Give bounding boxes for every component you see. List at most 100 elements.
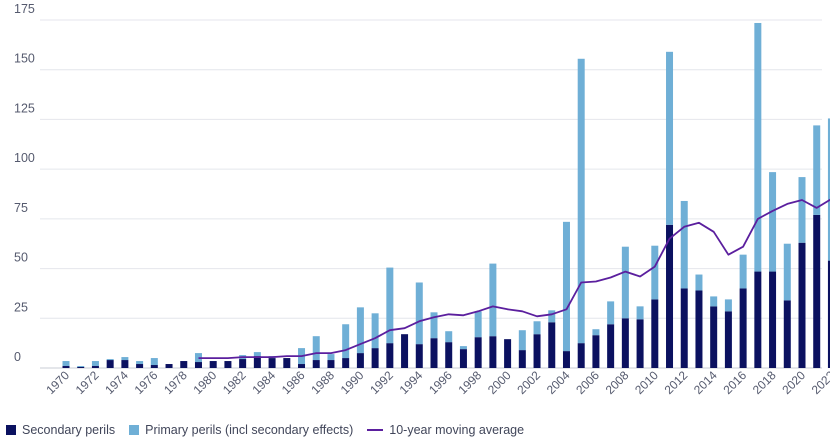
bar-secondary-2006: [592, 335, 600, 368]
x-tick-label: 1974: [102, 368, 131, 397]
bar-secondary-2002: [533, 334, 541, 368]
bar-secondary-2012: [680, 288, 688, 368]
x-tick-label: 1988: [308, 368, 337, 397]
bar-secondary-2007: [607, 324, 615, 368]
bar-secondary-1982: [239, 359, 247, 368]
bar-secondary-2005: [577, 343, 585, 368]
bar-secondary-1981: [224, 361, 232, 368]
y-tick-label: 150: [14, 52, 35, 66]
bar-secondary-1974: [121, 360, 129, 368]
x-tick-label: 1992: [367, 368, 396, 397]
x-tick-label: 2006: [573, 368, 602, 397]
bar-primary-2014: [710, 296, 718, 307]
bar-primary-1994: [415, 282, 423, 345]
bar-secondary-1998: [474, 337, 482, 368]
bar-primary-2006: [592, 329, 600, 336]
bar-secondary-2008: [621, 318, 629, 368]
bar-primary-2008: [621, 246, 629, 319]
bar-secondary-1984: [268, 358, 276, 368]
bar-primary-1991: [371, 313, 379, 349]
legend-label-primary: Primary perils (incl secondary effects): [145, 423, 354, 437]
bar-secondary-1980: [209, 361, 217, 368]
bar-primary-1999: [489, 263, 497, 337]
bar-secondary-1991: [371, 348, 379, 368]
bar-secondary-2010: [651, 299, 659, 368]
bar-primary-1989: [342, 324, 350, 359]
bar-primary-1974: [121, 357, 129, 361]
bar-secondary-2020: [798, 242, 806, 368]
bar-secondary-1987: [312, 360, 320, 368]
legend-item-primary: Primary perils (incl secondary effects): [129, 423, 353, 437]
legend-item-secondary: Secondary perils: [6, 423, 115, 437]
y-tick-label: 0: [14, 350, 21, 364]
bar-secondary-1972: [91, 366, 99, 368]
bar-secondary-2009: [636, 319, 644, 368]
x-tick-label: 2000: [485, 368, 514, 397]
bar-primary-1995: [430, 312, 438, 339]
x-tick-label: 2008: [603, 368, 632, 397]
x-tick-label: 1994: [397, 368, 426, 397]
bar-primary-1979: [194, 353, 202, 363]
bar-primary-2001: [518, 330, 526, 351]
bar-secondary-2004: [562, 351, 570, 368]
legend-item-moving-average: 10-year moving average: [367, 423, 524, 437]
bar-primary-2004: [562, 221, 570, 352]
bar-primary-2013: [695, 274, 703, 291]
bar-primary-1996: [445, 331, 453, 343]
bar-primary-2002: [533, 321, 541, 335]
x-tick-label: 2016: [720, 368, 749, 397]
x-tick-label: 2012: [662, 368, 691, 397]
moving-average-line: [198, 198, 830, 360]
bar-primary-1970: [62, 361, 70, 367]
bars: [62, 22, 830, 368]
bar-secondary-1986: [298, 364, 306, 368]
bar-primary-2016: [739, 254, 747, 289]
bar-secondary-1973: [106, 360, 114, 368]
bar-secondary-2017: [754, 271, 762, 368]
bar-primary-2010: [651, 245, 659, 300]
bar-primary-1997: [459, 346, 467, 350]
grid-lines: [40, 19, 822, 369]
bar-secondary-1983: [253, 356, 261, 368]
bar-secondary-2018: [769, 271, 777, 368]
bar-secondary-1977: [165, 364, 173, 368]
bar-primary-2015: [724, 299, 732, 312]
bar-secondary-1996: [445, 342, 453, 368]
bar-primary-1976: [150, 358, 158, 366]
bar-primary-2018: [769, 172, 777, 272]
bar-primary-2021: [813, 125, 821, 215]
bar-secondary-1975: [136, 364, 144, 368]
bar-primary-2020: [798, 177, 806, 243]
bar-primary-1973: [106, 359, 114, 361]
bar-secondary-2019: [783, 300, 791, 368]
bar-secondary-2021: [813, 214, 821, 368]
bar-primary-1983: [253, 352, 261, 357]
bar-secondary-1999: [489, 336, 497, 368]
x-tick-label: 1990: [338, 368, 367, 397]
legend-label-moving-average: 10-year moving average: [389, 423, 525, 437]
bar-primary-2011: [666, 51, 674, 225]
x-tick-label: 2020: [779, 368, 808, 397]
y-tick-label: 50: [14, 251, 28, 265]
bar-secondary-2011: [666, 224, 674, 368]
bar-primary-1988: [327, 354, 335, 361]
bar-secondary-2022: [827, 260, 830, 368]
bar-primary-1990: [356, 307, 364, 354]
x-axis: 1970 1972 1974 1976 1978 1980 1982 1984 1986 1988…: [43, 368, 830, 397]
bar-primary-1971: [77, 366, 85, 368]
y-tick-label: 125: [14, 101, 35, 115]
bar-primary-1972: [91, 361, 99, 367]
bar-primary-1992: [386, 267, 394, 344]
bar-primary-2019: [783, 243, 791, 301]
x-tick-label: 1970: [43, 368, 72, 397]
bar-secondary-1970: [62, 366, 70, 368]
bar-secondary-1976: [150, 365, 158, 368]
x-tick-label: 1976: [132, 368, 161, 397]
legend-label-secondary: Secondary perils: [22, 423, 116, 437]
bar-primary-2022: [827, 118, 830, 261]
x-tick-label: 1984: [249, 368, 278, 397]
bar-secondary-2000: [504, 339, 512, 368]
x-tick-label: 2018: [750, 368, 779, 397]
bar-secondary-1993: [401, 334, 409, 368]
